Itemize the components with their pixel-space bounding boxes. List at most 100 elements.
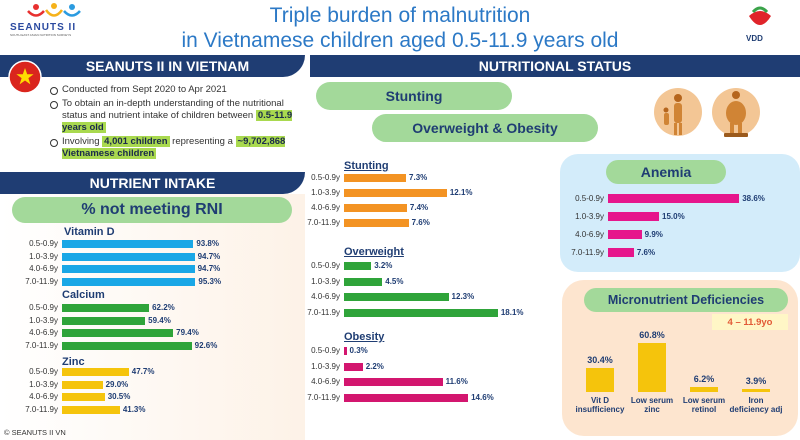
stunting-chart: Stunting 0.5-0.9y 7.3% 1.0-3.9y 12.1% 4.0-6.9…	[300, 160, 550, 230]
overweight-bar	[344, 277, 383, 286]
children-logo-icon	[27, 3, 81, 17]
bullet-sample-pre: Involving	[62, 136, 100, 147]
nutritional-heading: NUTRITIONAL STATUS	[310, 55, 800, 77]
vitd-category-label: 7.0-11.9y	[25, 276, 58, 286]
anemia-value-label: 38.6%	[742, 194, 765, 203]
calcium-chart-title: Calcium	[62, 289, 105, 301]
overweight-value-label: 3.2%	[374, 261, 393, 270]
stunting-category-label: 7.0-11.9y	[307, 218, 340, 227]
zinc-value-label: 29.0%	[105, 379, 129, 389]
anemia-pill: Anemia	[606, 160, 726, 184]
stunting-pill-text: Stunting	[385, 88, 443, 104]
overweight-value-label: 12.3%	[451, 292, 475, 301]
vitd-category-label: 0.5-0.9y	[29, 239, 58, 248]
micro-value-label: 3.9%	[745, 375, 767, 386]
calcium-value-label: 92.6%	[194, 340, 218, 350]
vitd-value-label: 95.3%	[198, 276, 222, 286]
zinc-category-label: 7.0-11.9y	[25, 404, 58, 414]
bullet-sample-mid: representing a	[172, 136, 233, 147]
micro-bar	[742, 388, 770, 392]
footer-copyright: © SEANUTS II VN	[4, 428, 66, 437]
overweight-bar	[344, 308, 498, 317]
overweight-category-label: 0.5-0.9y	[311, 261, 340, 270]
obesity-chart-title: Obesity	[344, 331, 385, 343]
stunting-value-label: 7.3%	[409, 173, 428, 182]
calcium-category-label: 0.5-0.9y	[29, 303, 58, 312]
anemia-category-label: 0.5-0.9y	[575, 194, 604, 203]
micro-category-label: Iron deficiency adj	[729, 396, 783, 414]
stunting-category-label: 4.0-6.9y	[311, 203, 340, 212]
anemia-value-label: 9.9%	[644, 230, 663, 239]
stunting-category-label: 0.5-0.9y	[311, 173, 340, 182]
overweight-chart: Overweight 0.5-0.9y 3.2% 1.0-3.9y 4.5% 4.0-6.…	[300, 246, 550, 320]
calcium-bar	[62, 329, 174, 337]
micro-bar	[638, 343, 666, 392]
vitd-category-label: 4.0-6.9y	[29, 264, 58, 273]
micronutrient-pill: Micronutrient Deficiencies	[584, 288, 788, 312]
stunting-value-label: 7.4%	[409, 203, 429, 212]
obesity-chart: Obesity 0.5-0.9y 0.3% 1.0-3.9y 2.2% 4.0-6.9y 1…	[300, 331, 550, 405]
micro-bar	[586, 367, 614, 392]
zinc-value-label: 41.3%	[122, 404, 146, 414]
calcium-bar	[62, 304, 150, 312]
vdd-logo-text: VDD	[746, 34, 763, 43]
micro-value-label: 30.4%	[587, 354, 613, 365]
obesity-value-label: 0.3%	[349, 346, 368, 355]
calcium-bar	[62, 316, 146, 325]
vitd-category-label: 1.0-3.9y	[29, 251, 58, 261]
bullet-dates: Conducted from Sept 2020 to Apr 2021	[48, 84, 308, 96]
zinc-bar	[62, 380, 103, 389]
stunting-value-label: 12.1%	[449, 188, 473, 197]
nutritional-heading-text: NUTRITIONAL STATUS	[478, 58, 632, 74]
zinc-category-label: 4.0-6.9y	[29, 392, 58, 401]
overweight-bar	[344, 262, 372, 270]
zinc-bar	[62, 405, 120, 414]
rni-pill: % not meeting RNI	[12, 197, 292, 223]
stunting-value-label: 7.6%	[411, 218, 430, 227]
micro-value-label: 60.8%	[639, 330, 665, 341]
calcium-category-label: 7.0-11.9y	[25, 340, 58, 350]
anemia-category-label: 7.0-11.9y	[571, 248, 604, 257]
overweight-category-label: 4.0-6.9y	[311, 292, 340, 301]
anemia-category-label: 4.0-6.9y	[575, 230, 604, 239]
stunting-bar	[344, 204, 407, 212]
obesity-bar	[344, 362, 363, 371]
calcium-value-label: 62.2%	[152, 303, 175, 312]
vitd-value-label: 94.7%	[197, 264, 221, 273]
zinc-chart: Zinc 0.5-0.9y 47.7% 1.0-3.9y 29.0% 4.0-6.9y 30…	[0, 356, 305, 420]
obesity-category-label: 1.0-3.9y	[311, 361, 340, 371]
overweight-value-label: 18.1%	[500, 307, 524, 317]
zinc-bar	[62, 368, 129, 376]
obesity-value-label: 14.6%	[471, 392, 494, 402]
micro-category-label: Low serum retinol	[682, 396, 726, 414]
rni-pill-text: % not meeting RNI	[81, 201, 223, 218]
stunting-bar	[344, 219, 409, 227]
overweight-pill-text: Overweight & Obesity	[412, 120, 558, 136]
anemia-bar	[608, 230, 642, 239]
calcium-chart: Calcium 0.5-0.9y 62.2% 1.0-3.9y 59.4% 4.0-6.9…	[0, 289, 305, 353]
calcium-category-label: 4.0-6.9y	[29, 328, 58, 337]
vitd-chart-title: Vitamin D	[64, 226, 115, 238]
obesity-category-label: 4.0-6.9y	[311, 377, 340, 386]
obesity-bar	[344, 393, 469, 402]
obesity-value-label: 2.2%	[365, 361, 384, 371]
micronutrient-age-tag: 4 – 11.9yo	[712, 314, 788, 330]
micro-category-label: Low serum zinc	[630, 396, 674, 414]
anemia-bar	[608, 248, 634, 257]
zinc-chart-title: Zinc	[62, 356, 85, 368]
vietnam-flag-icon	[8, 60, 42, 94]
nutrient-heading: NUTRIENT INTAKE	[0, 172, 305, 194]
vitd-value-label: 93.8%	[196, 239, 219, 248]
zinc-value-label: 30.5%	[107, 392, 131, 401]
obesity-value-label: 11.6%	[445, 377, 468, 386]
title-line-1: Triple burden of malnutrition	[269, 4, 531, 27]
micronutrient-age-text: 4 – 11.9yo	[727, 316, 773, 328]
micro-category-label: Vit D insufficiency	[575, 396, 625, 414]
calcium-value-label: 59.4%	[148, 315, 171, 325]
page-title: Triple burden of malnutrition in Vietnam…	[150, 3, 650, 53]
zinc-category-label: 1.0-3.9y	[29, 379, 58, 389]
vitamin-d-chart: Vitamin D 0.5-0.9y 93.8% 1.0-3.9y 94.7% 4.0-6…	[0, 226, 305, 290]
obesity-bar	[344, 347, 347, 355]
seanuts-heading-text: SEANUTS II IN VIETNAM	[85, 58, 250, 74]
seanuts-bullets: Conducted from Sept 2020 to Apr 2021 To …	[48, 84, 310, 164]
